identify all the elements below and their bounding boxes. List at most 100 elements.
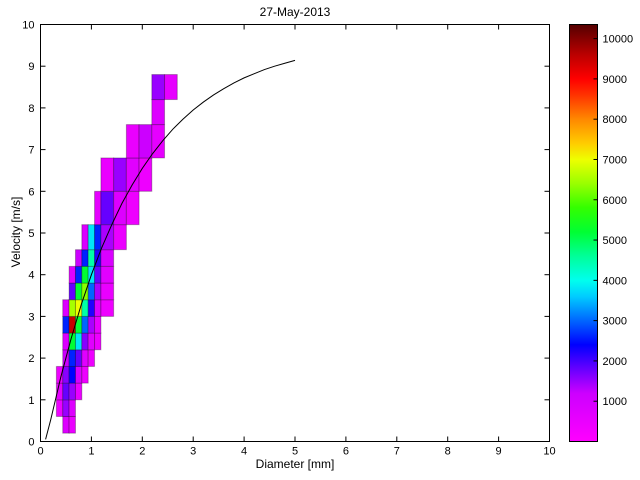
heatmap-cell xyxy=(113,157,127,192)
x-tick-label: 6 xyxy=(343,446,349,458)
heatmap-cell xyxy=(87,282,96,301)
colorbar-tick-label: 6000 xyxy=(603,195,627,207)
x-tick-label: 3 xyxy=(190,446,196,458)
heatmap-cell xyxy=(74,382,83,401)
heatmap-cell xyxy=(100,190,115,226)
heatmap-cell xyxy=(94,282,102,301)
heatmap-cell xyxy=(100,249,115,267)
heatmap-cell xyxy=(87,315,96,334)
heatmap-cell xyxy=(151,99,166,126)
heatmap-cell xyxy=(81,265,89,284)
heatmap-cell xyxy=(68,382,76,401)
heatmap-cell xyxy=(68,365,76,384)
heatmap-cell xyxy=(87,224,96,251)
heatmap-cell xyxy=(74,365,83,384)
heatmap-cell xyxy=(81,315,89,334)
heatmap-cell xyxy=(113,224,127,251)
y-tick-label: 3 xyxy=(28,311,34,323)
heatmap-cell xyxy=(74,282,83,301)
heatmap-cells xyxy=(55,74,178,434)
heatmap-cell xyxy=(62,299,70,317)
heatmap-cell xyxy=(68,282,76,301)
x-tick-label: 7 xyxy=(394,446,400,458)
heatmap-cell xyxy=(100,282,115,301)
heatmap-cell xyxy=(81,249,89,267)
heatmap-cell xyxy=(125,190,140,226)
heatmap-cell xyxy=(55,399,64,417)
heatmap-cell xyxy=(164,74,178,101)
heatmap-cell xyxy=(68,349,76,367)
heatmap-cell xyxy=(74,332,83,351)
heatmap-cell xyxy=(62,315,70,334)
heatmap-cell xyxy=(81,224,89,251)
y-tick-label: 4 xyxy=(28,270,34,282)
heatmap-cell xyxy=(87,299,96,317)
heatmap-cell xyxy=(94,332,102,351)
heatmap-cell xyxy=(151,74,166,101)
y-tick-label: 10 xyxy=(22,20,34,32)
x-tick-label: 8 xyxy=(445,446,451,458)
heatmap-cell xyxy=(100,265,115,284)
colorbar-tick-label: 1000 xyxy=(603,396,627,408)
heatmap-cell xyxy=(62,382,70,401)
heatmap-cell xyxy=(94,299,102,317)
heatmap-cell xyxy=(87,249,96,267)
heatmap-cell xyxy=(100,157,115,192)
heatmap-cell xyxy=(125,157,140,192)
heatmap-cell xyxy=(94,265,102,284)
heatmap-cell xyxy=(62,415,70,434)
heatmap-cell xyxy=(138,157,153,192)
heatmap-cell xyxy=(74,265,83,284)
y-tick-label: 1 xyxy=(28,395,34,407)
colorbar-tick-label: 9000 xyxy=(603,74,627,86)
y-tick-label: 6 xyxy=(28,186,34,198)
heatmap-cell xyxy=(74,349,83,367)
heatmap-cell xyxy=(94,190,102,226)
y-tick-label: 9 xyxy=(28,61,34,73)
x-axis-label: Diameter [mm] xyxy=(255,457,335,471)
heatmap-cell xyxy=(74,315,83,334)
heatmap-cell xyxy=(81,299,89,317)
y-tick-label: 7 xyxy=(28,145,34,157)
heatmap-cell xyxy=(68,415,76,434)
y-tick-label: 0 xyxy=(28,437,34,449)
colorbar-tick-label: 7000 xyxy=(603,154,627,166)
colorbar-tick-label: 5000 xyxy=(603,235,627,247)
heatmap-cell xyxy=(68,399,76,417)
heatmap-cell xyxy=(81,332,89,351)
colorbar-tick-label: 3000 xyxy=(603,316,627,328)
heatmap-cell xyxy=(81,365,89,384)
heatmap-cell xyxy=(87,349,96,367)
heatmap-cell xyxy=(100,299,115,317)
heatmap-cell xyxy=(68,315,76,334)
colorbar xyxy=(569,24,598,442)
x-tick-label: 0 xyxy=(37,446,43,458)
heatmap-cell xyxy=(68,299,76,317)
y-tick-label: 8 xyxy=(28,103,34,115)
heatmap-cell xyxy=(87,332,96,351)
heatmap-cell xyxy=(94,315,102,334)
y-tick-label: 5 xyxy=(28,228,34,240)
heatmap-cell xyxy=(68,265,76,284)
x-tick-label: 5 xyxy=(292,446,298,458)
heatmap-cell xyxy=(62,399,70,417)
heatmap-cell xyxy=(138,124,153,159)
y-axis-label: Velocity [m/s] xyxy=(9,196,23,268)
colorbar-tick-label: 4000 xyxy=(603,275,627,287)
chart-title: 27-May-2013 xyxy=(259,5,331,19)
x-tick-label: 2 xyxy=(139,446,145,458)
terminal-velocity-curve xyxy=(45,59,296,440)
heatmap-cell xyxy=(81,349,89,367)
heatmap-cell xyxy=(62,365,70,384)
y-tick-label: 2 xyxy=(28,353,34,365)
colorbar-tick-label: 2000 xyxy=(603,356,627,368)
x-tick-label: 10 xyxy=(543,446,555,458)
x-tick-label: 1 xyxy=(88,446,94,458)
x-tick-label: 9 xyxy=(496,446,502,458)
colorbar-tick-label: 8000 xyxy=(603,114,627,126)
heatmap-cell xyxy=(62,332,70,351)
heatmap-cell xyxy=(125,124,140,159)
heatmap-cell xyxy=(74,249,83,267)
